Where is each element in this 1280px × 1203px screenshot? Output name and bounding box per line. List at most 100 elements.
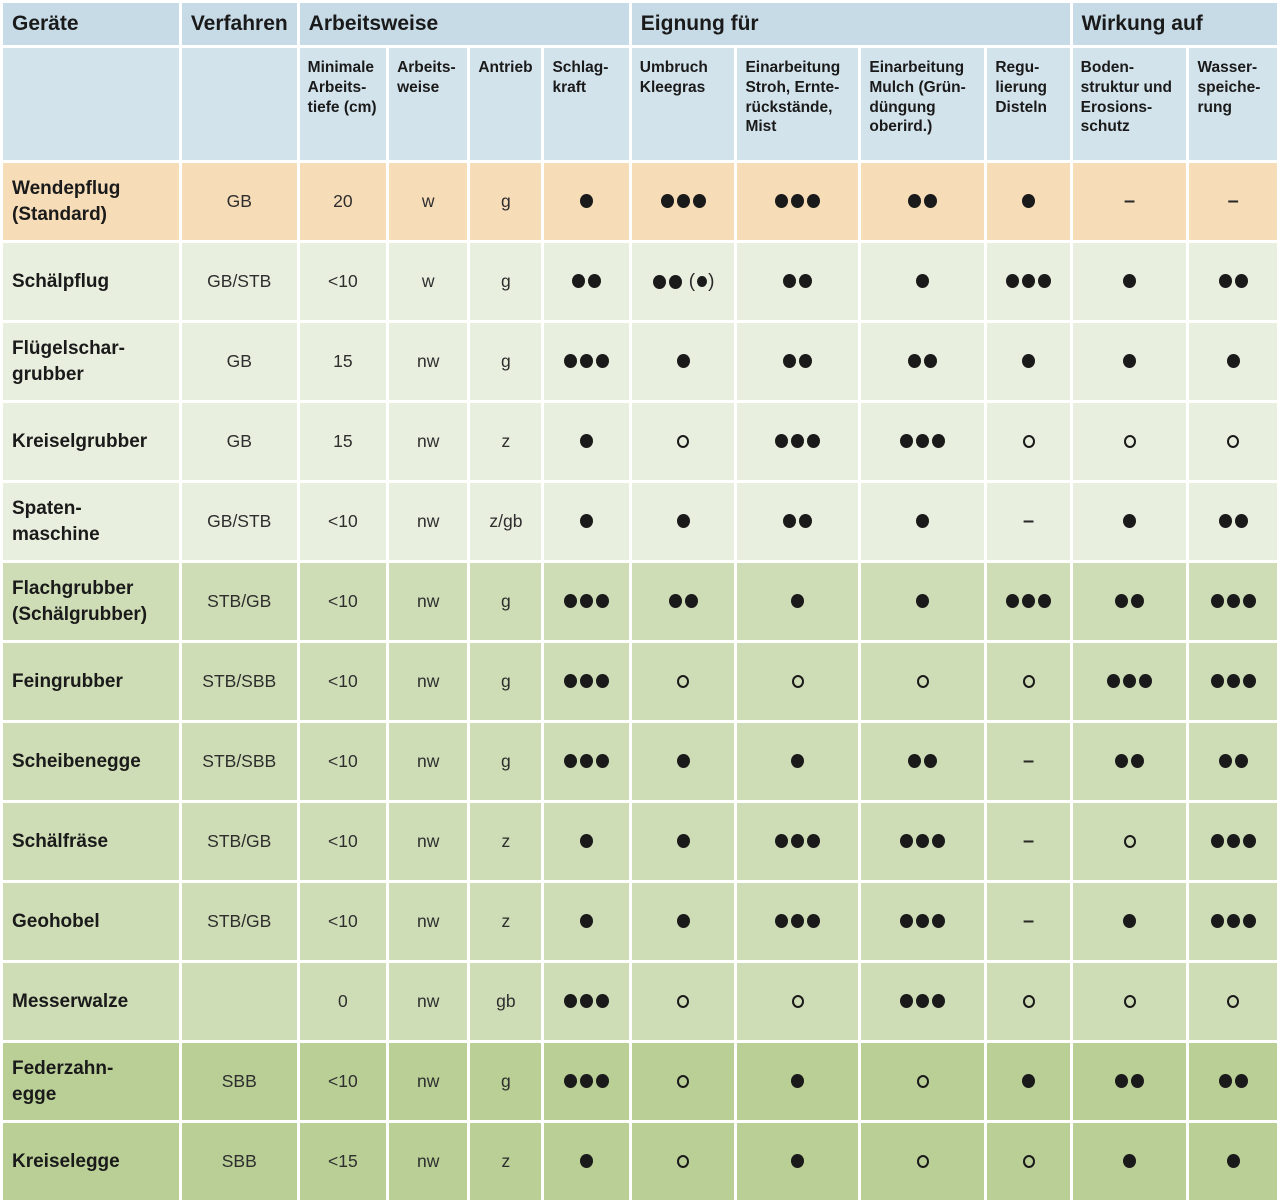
filled-dot-icon: [1210, 834, 1224, 849]
dash-symbol: –: [1227, 190, 1239, 212]
cell-antrieb: gb: [470, 963, 542, 1040]
cell-antrieb: z: [470, 803, 542, 880]
dash-symbol: –: [1022, 830, 1035, 852]
rating-cell-regulierung_disteln: –: [987, 483, 1070, 560]
table-row-kreiselgrubber: Kreiselgrubber GB 15 nw z: [3, 403, 1277, 480]
filled-dot-icon: [775, 914, 789, 929]
filled-dot-icon: [1006, 274, 1019, 289]
cell-arbeitsweise: nw: [389, 723, 468, 800]
rating-cell-schlagkraft: [544, 323, 629, 400]
table-row-federzahn: Federzahn- egge SBB <10 nw g: [3, 1043, 1277, 1120]
device-name: Flachgrubber (Schälgrubber): [3, 563, 179, 640]
filled-dot-icon: [1038, 594, 1051, 609]
rating-cell-bodenstruktur: [1072, 243, 1187, 320]
rating-cell-schlagkraft: [544, 243, 629, 320]
filled-dot-icon: [580, 1074, 594, 1089]
dash-symbol: –: [1022, 750, 1035, 772]
rating-cell-einarbeitung_stroh: [737, 643, 859, 720]
filled-dot-icon: [1022, 194, 1035, 209]
filled-dot-icon: [596, 1074, 610, 1089]
cell-arbeitsweise: nw: [389, 643, 468, 720]
filled-dot-icon: [564, 754, 578, 769]
rating-cell-wasserspeicherung: [1189, 723, 1277, 800]
column-header-schlagkraft: Schlag- kraft: [544, 48, 629, 160]
filled-dot-icon: [1022, 594, 1035, 609]
cell-min_tiefe: <15: [299, 1123, 387, 1200]
filled-dot-icon: [676, 354, 690, 369]
filled-dot-icon: [596, 674, 610, 689]
rating-cell-regulierung_disteln: –: [987, 803, 1070, 880]
table-body: Wendepflug (Standard) GB 20 w g – – Schälpflug G…: [3, 163, 1277, 1200]
open-circle-icon: [791, 994, 804, 1008]
filled-dot-icon: [1234, 1074, 1248, 1089]
cell-verfahren: GB/STB: [181, 243, 297, 320]
filled-dot-icon: [580, 354, 594, 369]
rating-cell-einarbeitung_mulch: [861, 643, 985, 720]
filled-dot-icon: [791, 1154, 805, 1169]
filled-dot-icon: [1022, 274, 1035, 289]
rating-cell-umbruch_kleegras: [631, 883, 735, 960]
rating-cell-einarbeitung_stroh: [737, 723, 859, 800]
rating-cell-einarbeitung_stroh: [737, 163, 859, 240]
filled-dot-icon: [775, 834, 789, 849]
filled-dot-icon: [1022, 354, 1035, 369]
open-circle-icon: [1123, 834, 1136, 848]
filled-dot-icon: [908, 354, 922, 369]
rating-cell-wasserspeicherung: [1189, 563, 1277, 640]
table-row-schälfräse: Schälfräse STB/GB <10 nw z –: [3, 803, 1277, 880]
filled-dot-icon: [783, 274, 797, 289]
rating-cell-wasserspeicherung: [1189, 243, 1277, 320]
filled-dot-icon: [807, 194, 821, 209]
column-header-arbeitsweise: Arbeits- weise: [389, 48, 468, 160]
filled-dot-icon: [932, 914, 946, 929]
filled-dot-icon: [791, 754, 805, 769]
filled-dot-icon: [1242, 914, 1256, 929]
open-circle-icon: [677, 674, 690, 688]
filled-dot-icon: [791, 1074, 805, 1089]
filled-dot-icon: [799, 514, 813, 529]
filled-dot-icon: [932, 834, 946, 849]
rating-cell-bodenstruktur: [1072, 323, 1187, 400]
open-circle-icon: [791, 674, 804, 688]
filled-dot-icon: [596, 994, 610, 1009]
rating-cell-bodenstruktur: [1072, 723, 1187, 800]
filled-dot-icon: [1131, 1074, 1145, 1089]
filled-dot-icon: [1226, 354, 1240, 369]
rating-cell-einarbeitung_stroh: [737, 803, 859, 880]
rating-cell-regulierung_disteln: [987, 643, 1070, 720]
device-name: Spaten- maschine: [3, 483, 179, 560]
filled-dot-icon: [588, 274, 602, 289]
device-name: Geohobel: [3, 883, 179, 960]
table-row-flachgrubber: Flachgrubber (Schälgrubber) STB/GB <10 nw g: [3, 563, 1277, 640]
rating-cell-wasserspeicherung: [1189, 883, 1277, 960]
column-header-einarbeitung_mulch: Einarbeitung Mulch (Grün- düngung oberir…: [861, 48, 985, 160]
rating-cell-einarbeitung_stroh: [737, 483, 859, 560]
rating-cell-einarbeitung_mulch: [861, 163, 985, 240]
filled-dot-icon: [1115, 754, 1129, 769]
rating-cell-regulierung_disteln: [987, 323, 1070, 400]
rating-cell-schlagkraft: [544, 1123, 629, 1200]
filled-dot-icon: [668, 594, 682, 609]
group-header-eignung-für: Eignung für: [631, 3, 1070, 45]
open-circle-icon: [1022, 1154, 1035, 1168]
column-header-regulierung_disteln: Regu- lierung Disteln: [987, 48, 1070, 160]
open-circle-icon: [1123, 994, 1136, 1008]
rating-cell-bodenstruktur: –: [1072, 163, 1187, 240]
filled-dot-icon: [1131, 594, 1145, 609]
rating-cell-einarbeitung_stroh: [737, 883, 859, 960]
device-name: Feingrubber: [3, 643, 179, 720]
column-header-antrieb: Antrieb: [470, 48, 542, 160]
cell-arbeitsweise: nw: [389, 963, 468, 1040]
table-row-schälpflug: Schälpflug GB/STB <10 w g (): [3, 243, 1277, 320]
filled-dot-icon: [1242, 594, 1256, 609]
filled-dot-icon: [924, 754, 938, 769]
cell-verfahren: STB/GB: [181, 803, 297, 880]
cell-arbeitsweise: nw: [389, 1043, 468, 1120]
rating-cell-umbruch_kleegras: [631, 963, 735, 1040]
rating-cell-umbruch_kleegras: [631, 1043, 735, 1120]
rating-cell-umbruch_kleegras: [631, 323, 735, 400]
rating-cell-umbruch_kleegras: [631, 563, 735, 640]
rating-cell-einarbeitung_stroh: [737, 1123, 859, 1200]
cell-min_tiefe: 15: [299, 323, 387, 400]
filled-dot-icon: [916, 994, 930, 1009]
